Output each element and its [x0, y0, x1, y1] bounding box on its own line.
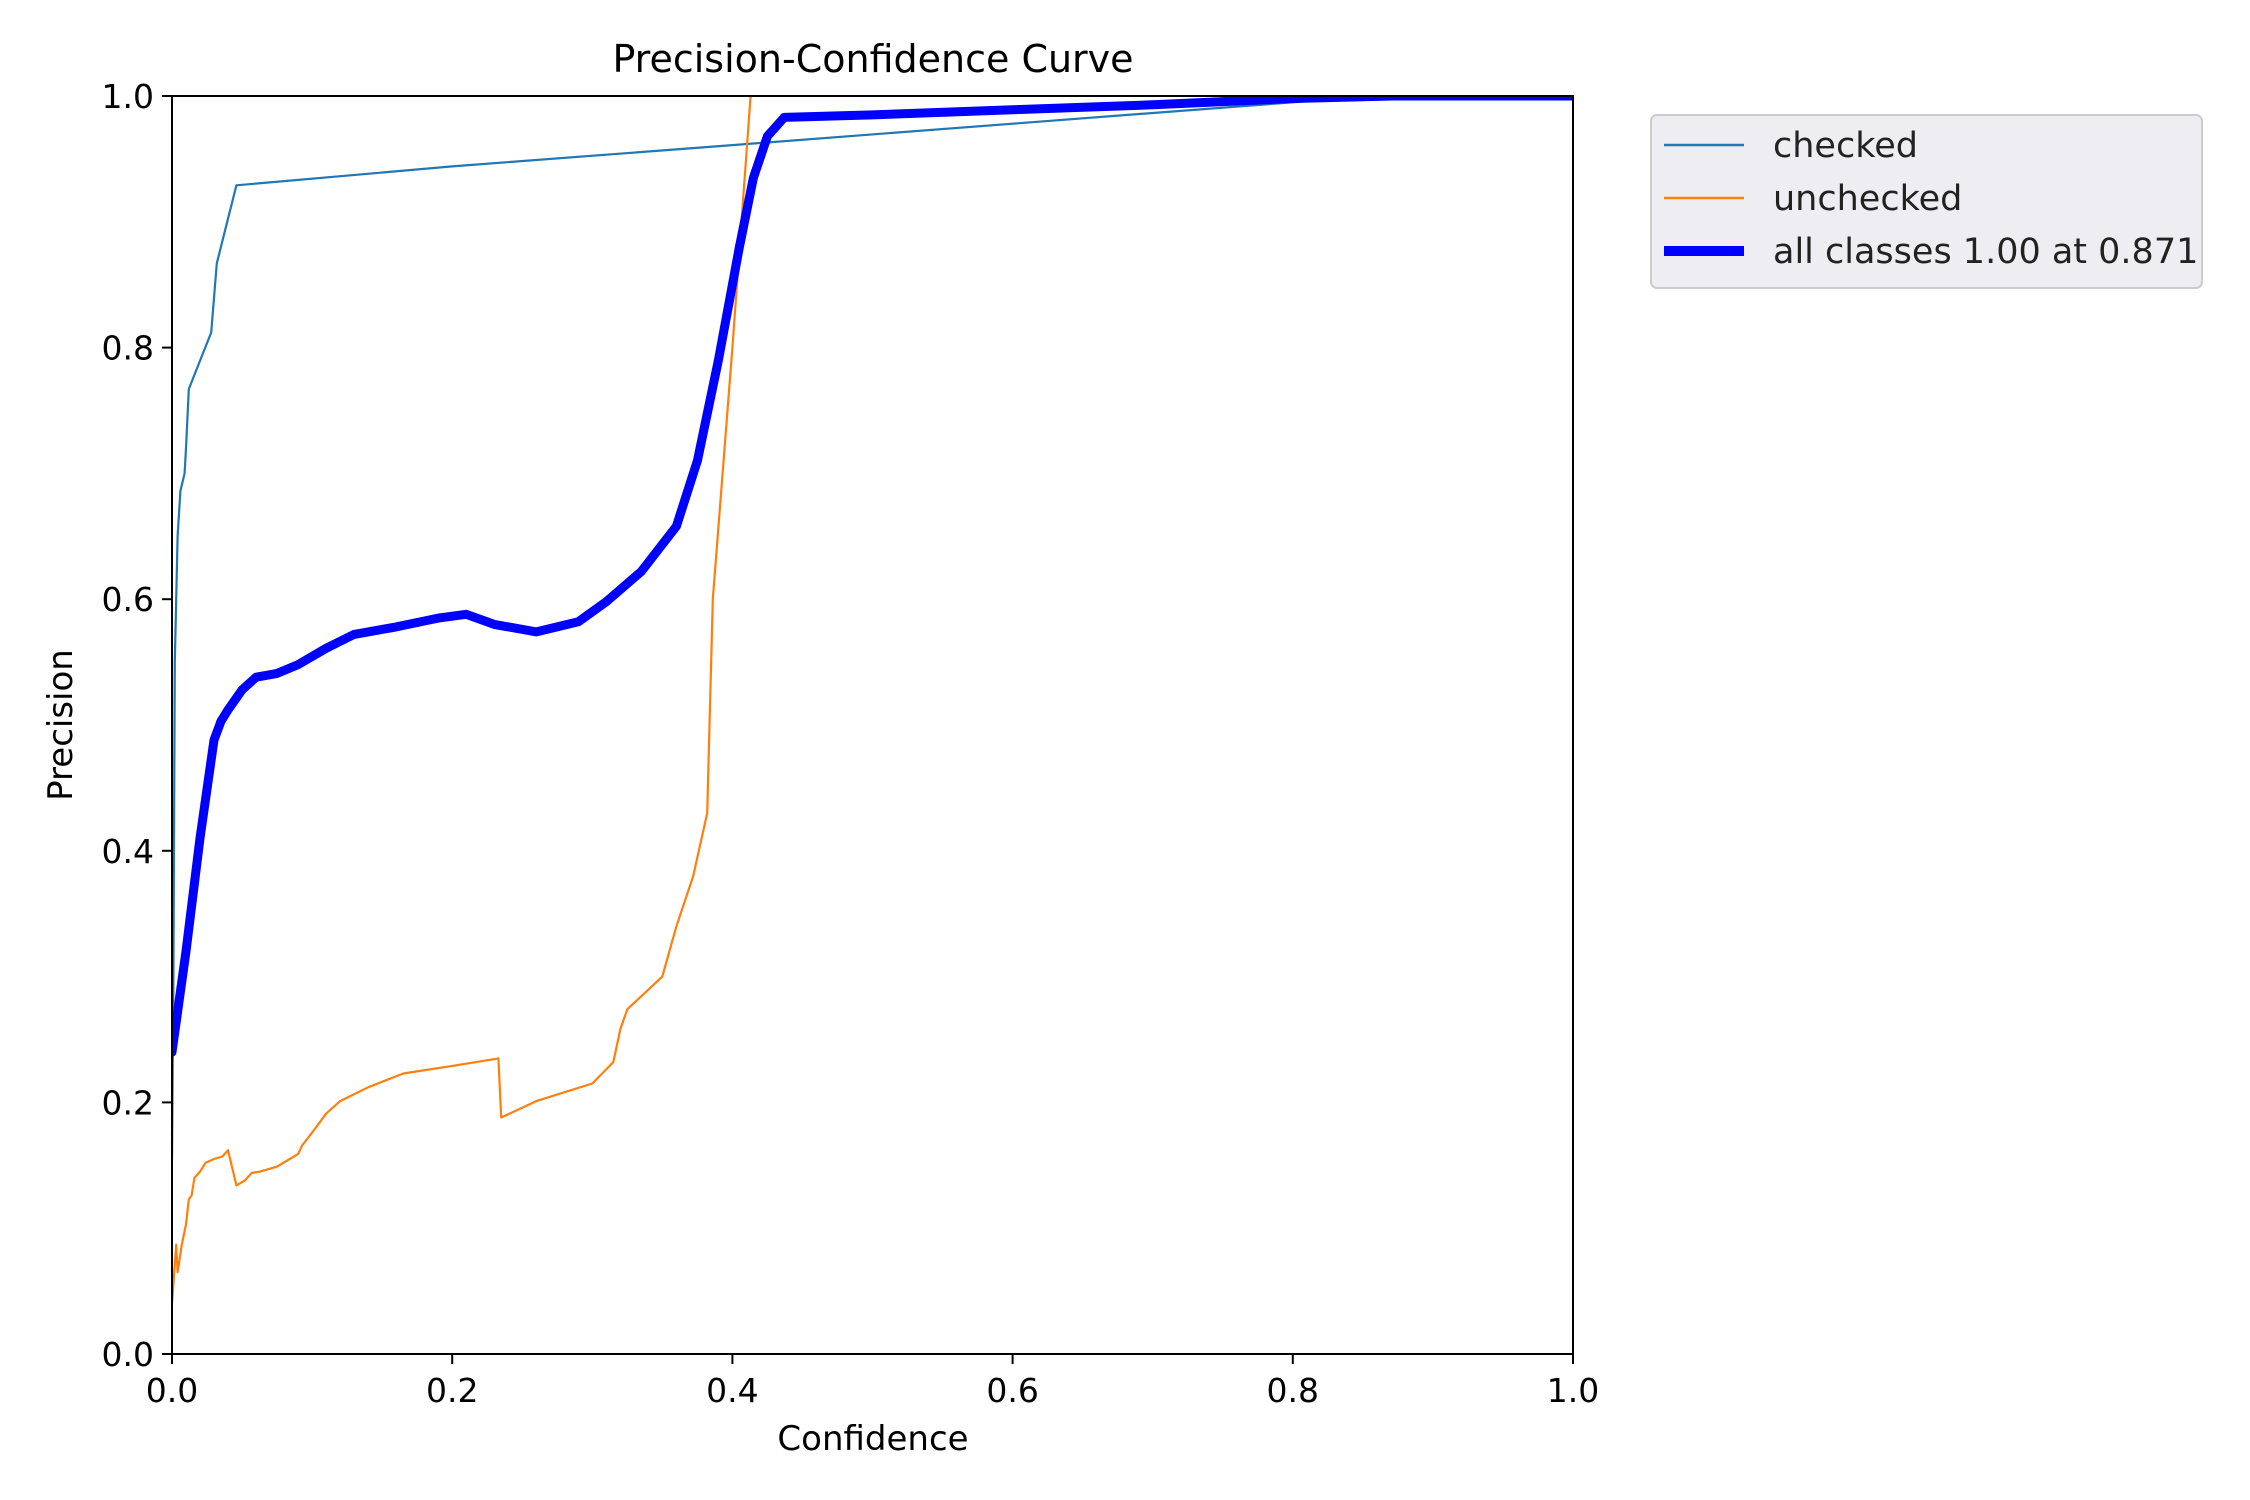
- chart-title: Precision-Confidence Curve: [612, 37, 1133, 81]
- legend-label-checked: checked: [1773, 126, 1918, 166]
- y-tick-label: 0.6: [102, 580, 154, 619]
- x-tick-label: 0.2: [426, 1371, 478, 1410]
- y-tick-label: 1.0: [102, 77, 154, 116]
- legend: checked unchecked all classes 1.00 at 0.…: [1650, 114, 2203, 289]
- series-line-1: [172, 96, 752, 1305]
- x-tick-label: 0.4: [706, 1371, 758, 1410]
- x-axis-label: Confidence: [777, 1419, 968, 1459]
- x-tick-label: 0.8: [1267, 1371, 1319, 1410]
- series-line-0: [172, 96, 1573, 1161]
- x-axis-ticks: 0.0 0.2 0.4 0.6 0.8 1.0: [146, 1354, 1599, 1410]
- x-tick-label: 0.0: [146, 1371, 198, 1410]
- plot-frame: [171, 95, 1574, 1355]
- legend-label-unchecked: unchecked: [1773, 179, 1962, 219]
- y-tick-label: 0.8: [102, 329, 154, 368]
- series-layer: [172, 96, 1573, 1305]
- y-tick-label: 0.2: [102, 1083, 154, 1122]
- y-tick-label: 0.0: [102, 1335, 154, 1374]
- y-axis-ticks: 0.0 0.2 0.4 0.6 0.8 1.0: [102, 77, 172, 1374]
- series-line-2: [172, 96, 1573, 1057]
- plot-area: [171, 95, 1574, 1355]
- y-axis-label: Precision: [41, 649, 81, 801]
- y-tick-label: 0.4: [102, 832, 154, 871]
- legend-box: [1650, 114, 2203, 289]
- x-tick-label: 1.0: [1547, 1371, 1599, 1410]
- legend-label-all-classes: all classes 1.00 at 0.871: [1773, 232, 2198, 272]
- x-tick-label: 0.6: [986, 1371, 1038, 1410]
